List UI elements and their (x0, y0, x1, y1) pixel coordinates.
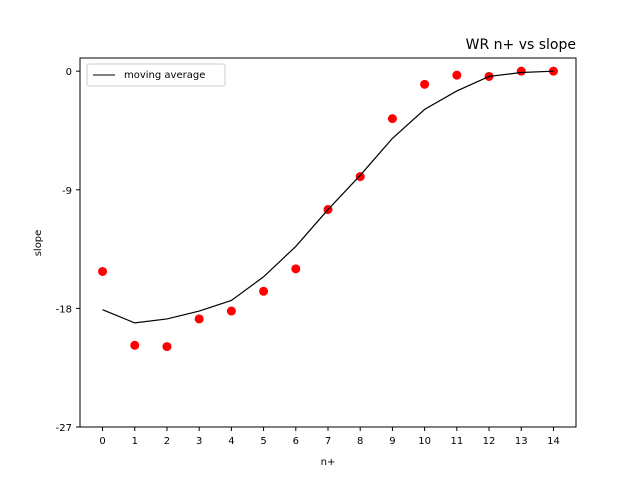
scatter-point (548, 66, 558, 76)
x-axis-label: n+ (321, 457, 336, 468)
y-axis-label: slope (33, 230, 44, 257)
x-tick-label: 0 (99, 436, 105, 447)
scatter-point (452, 70, 462, 80)
x-tick-label: 11 (450, 436, 463, 447)
x-tick-label: 14 (547, 436, 560, 447)
scatter-point (420, 79, 430, 89)
scatter-point (291, 264, 301, 274)
x-tick-label: 12 (483, 436, 496, 447)
x-tick-label: 7 (325, 436, 331, 447)
y-tick-label: -9 (62, 186, 72, 197)
scatter-point (98, 266, 108, 276)
moving-average-line (102, 70, 554, 324)
scatter-point (194, 314, 204, 324)
scatter-point (130, 340, 140, 350)
scatter-point (226, 306, 236, 316)
x-tick-label: 1 (132, 436, 138, 447)
legend-entry-moving-average: moving average (124, 70, 205, 81)
x-axis: 0 1 2 3 4 5 6 7 8 9 10 11 12 13 14 (99, 427, 560, 447)
y-tick-label: -18 (56, 304, 72, 315)
chart-title: WR n+ vs slope (466, 37, 576, 53)
y-tick-label: 0 (66, 67, 72, 78)
x-tick-label: 6 (293, 436, 299, 447)
scatter-point (355, 172, 365, 182)
x-tick-label: 13 (515, 436, 528, 447)
legend-box (86, 63, 226, 87)
x-tick-label: 8 (357, 436, 363, 447)
x-tick-label: 3 (196, 436, 202, 447)
y-tick-label: -27 (56, 423, 72, 434)
legend: moving average (86, 63, 226, 87)
x-tick-label: 5 (260, 436, 266, 447)
x-tick-label: 10 (418, 436, 431, 447)
plot-area (98, 66, 558, 352)
scatter-point (516, 66, 526, 76)
x-tick-label: 2 (164, 436, 170, 447)
scatter-point (259, 286, 269, 296)
scatter-point (387, 114, 397, 124)
x-tick-label: 9 (389, 436, 395, 447)
scatter-point (162, 342, 172, 352)
y-axis: 0 -9 -18 -27 (56, 67, 80, 434)
x-tick-label: 4 (228, 436, 234, 447)
